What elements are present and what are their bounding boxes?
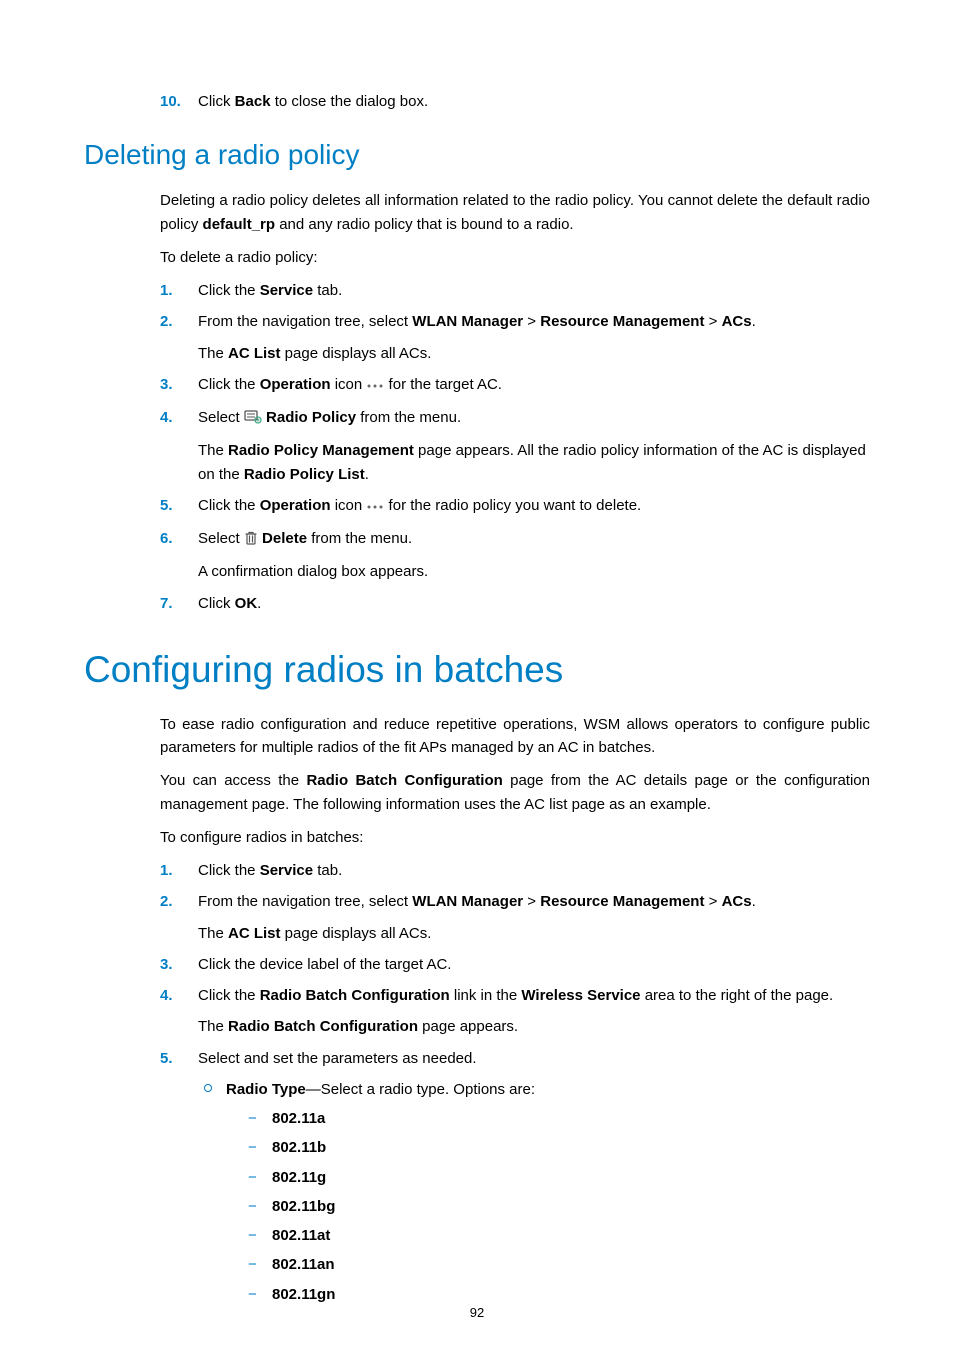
paragraph: To ease radio configuration and reduce r…: [160, 713, 870, 760]
step-number: 3.: [160, 953, 173, 976]
list-item: 6. Select Delete from the menu. A confir…: [160, 527, 870, 584]
document-page: 10. Click Back to close the dialog box. …: [0, 0, 954, 1354]
list-item: 1. Click the Service tab.: [160, 279, 870, 302]
dash-icon: −: [248, 1253, 257, 1276]
page-number: 92: [0, 1305, 954, 1320]
step-text: Click Back to close the dialog box.: [198, 93, 428, 110]
list-item: −802.11gn: [248, 1283, 870, 1306]
paragraph: You can access the Radio Batch Configura…: [160, 769, 870, 816]
sub-paragraph: The Radio Policy Management page appears…: [198, 439, 870, 486]
list-item: −802.11a: [248, 1107, 870, 1130]
list-item: 3. Click the device label of the target …: [160, 953, 870, 976]
list-item: 2. From the navigation tree, select WLAN…: [160, 890, 870, 945]
trash-icon: [244, 529, 258, 552]
list-item: −802.11g: [248, 1166, 870, 1189]
step-number: 2.: [160, 310, 173, 333]
dash-list: −802.11a −802.11b −802.11g −802.11bg −80…: [248, 1107, 870, 1306]
list-item: 5. Click the Operation icon for the radi…: [160, 494, 870, 519]
list-item: −802.11an: [248, 1253, 870, 1276]
dash-icon: −: [248, 1283, 257, 1306]
step-number: 2.: [160, 890, 173, 913]
list-item: −802.11bg: [248, 1195, 870, 1218]
radio-policy-icon: [244, 408, 262, 431]
list-item: 1. Click the Service tab.: [160, 859, 870, 882]
heading-deleting-radio-policy: Deleting a radio policy: [84, 139, 870, 171]
step-number: 4.: [160, 984, 173, 1007]
sub-paragraph: A confirmation dialog box appears.: [198, 560, 870, 583]
list-item: −802.11b: [248, 1136, 870, 1159]
bullet-list: Radio Type—Select a radio type. Options …: [198, 1078, 870, 1306]
section-body: To ease radio configuration and reduce r…: [160, 713, 870, 1306]
ellipsis-icon: [366, 496, 384, 519]
list-item: −802.11at: [248, 1224, 870, 1247]
list-item: 10. Click Back to close the dialog box.: [160, 90, 870, 113]
paragraph: Deleting a radio policy deletes all info…: [160, 189, 870, 236]
paragraph: To configure radios in batches:: [160, 826, 870, 849]
step-number: 7.: [160, 592, 173, 615]
dash-icon: −: [248, 1136, 257, 1159]
sub-paragraph: The Radio Batch Configuration page appea…: [198, 1015, 870, 1038]
list-item: 4. Click the Radio Batch Configuration l…: [160, 984, 870, 1039]
ordered-list: 1. Click the Service tab. 2. From the na…: [160, 859, 870, 1306]
sub-paragraph: The AC List page displays all ACs.: [198, 342, 870, 365]
list-item: Radio Type—Select a radio type. Options …: [198, 1078, 870, 1306]
step-number: 6.: [160, 527, 173, 550]
step-number: 1.: [160, 279, 173, 302]
heading-configuring-radios: Configuring radios in batches: [84, 649, 870, 691]
list-item: 3. Click the Operation icon for the targ…: [160, 373, 870, 398]
step-number: 5.: [160, 1047, 173, 1070]
list-item: 2. From the navigation tree, select WLAN…: [160, 310, 870, 365]
ellipsis-icon: [366, 375, 384, 398]
step-number: 1.: [160, 859, 173, 882]
ordered-list: 1. Click the Service tab. 2. From the na…: [160, 279, 870, 615]
dash-icon: −: [248, 1107, 257, 1130]
dash-icon: −: [248, 1195, 257, 1218]
step-number: 3.: [160, 373, 173, 396]
paragraph: To delete a radio policy:: [160, 246, 870, 269]
sub-paragraph: The AC List page displays all ACs.: [198, 922, 870, 945]
list-item: 4. Select Radio Policy from the menu. Th…: [160, 406, 870, 486]
section-body: Deleting a radio policy deletes all info…: [160, 189, 870, 615]
step-number: 10.: [160, 90, 181, 113]
list-item: 5. Select and set the parameters as need…: [160, 1047, 870, 1306]
dash-icon: −: [248, 1224, 257, 1247]
step-number: 4.: [160, 406, 173, 429]
list-item: 7. Click OK.: [160, 592, 870, 615]
dash-icon: −: [248, 1166, 257, 1189]
step-number: 5.: [160, 494, 173, 517]
